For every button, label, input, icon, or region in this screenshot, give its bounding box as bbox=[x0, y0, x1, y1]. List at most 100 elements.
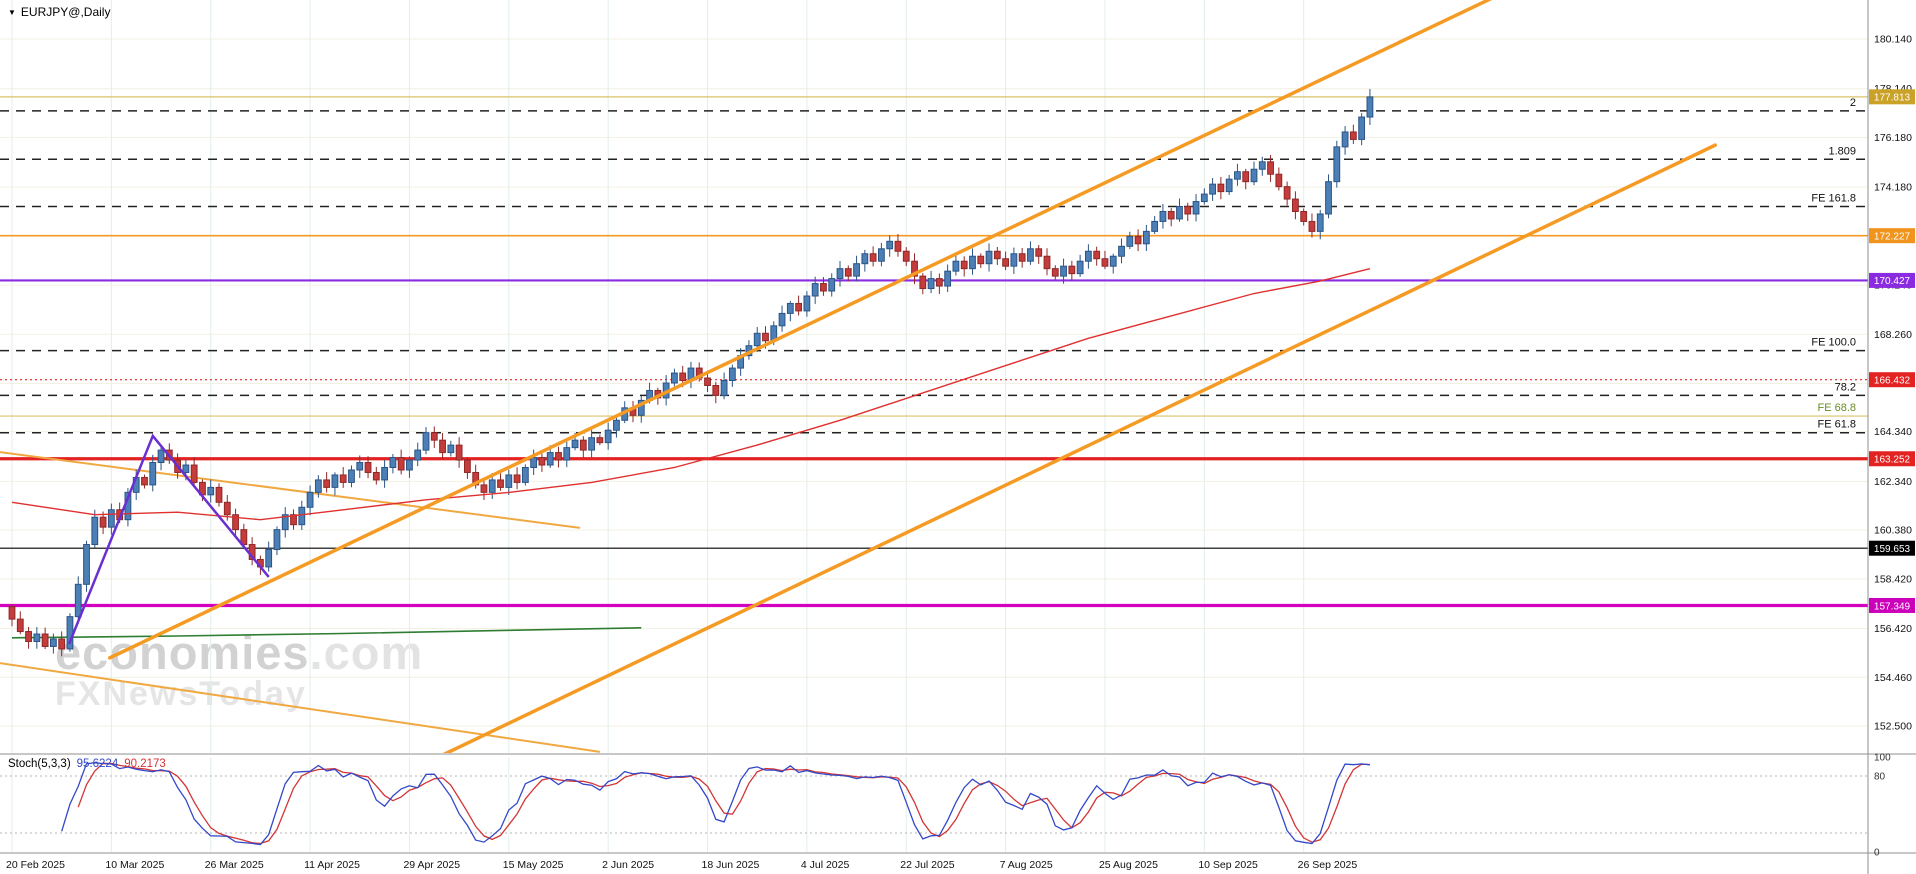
price-tick-label[interactable]: 152.500 bbox=[1874, 720, 1912, 732]
candle-body bbox=[803, 295, 811, 312]
price-tick-label[interactable]: 176.180 bbox=[1874, 132, 1912, 144]
stoch-tick-label: 100 bbox=[1874, 753, 1891, 764]
candle-body bbox=[273, 529, 281, 551]
candle-body bbox=[1209, 183, 1216, 195]
price-tick-label[interactable]: 174.180 bbox=[1874, 182, 1912, 194]
price-badge bbox=[1869, 597, 1915, 613]
candle-body bbox=[579, 439, 587, 451]
x-axis-label[interactable]: 26 Mar 2025 bbox=[205, 859, 264, 871]
stoch-tick-label: 0 bbox=[1874, 848, 1880, 859]
candle-body bbox=[671, 372, 678, 384]
price-axis-area bbox=[1868, 0, 1916, 874]
candle-body bbox=[356, 462, 364, 471]
level-lines-layer bbox=[0, 96, 1868, 608]
candle-body bbox=[596, 437, 604, 444]
candle-body bbox=[281, 514, 289, 531]
red-ma-line bbox=[11, 268, 1371, 521]
price-badge bbox=[1869, 272, 1915, 288]
candle-body bbox=[919, 275, 927, 290]
price-tick-label[interactable]: 156.420 bbox=[1874, 623, 1912, 635]
price-badge-label: 172.227 bbox=[1874, 231, 1911, 242]
x-axis-label[interactable]: 26 Sep 2025 bbox=[1298, 859, 1358, 871]
x-axis-label[interactable]: 2 Jun 2025 bbox=[602, 859, 654, 871]
candle-body bbox=[1126, 235, 1134, 247]
x-axis-label[interactable]: 22 Jul 2025 bbox=[900, 859, 954, 871]
candle-body bbox=[993, 250, 1001, 260]
price-tick-label[interactable]: 154.460 bbox=[1874, 672, 1912, 684]
candle-body bbox=[1093, 250, 1101, 260]
candle-body bbox=[1325, 181, 1332, 215]
x-axis-label[interactable]: 4 Jul 2025 bbox=[801, 859, 850, 871]
candle-body bbox=[1085, 250, 1092, 262]
x-axis-label[interactable]: 29 Apr 2025 bbox=[403, 859, 460, 871]
candle-body bbox=[364, 462, 372, 473]
stoch-tick-label: 80 bbox=[1874, 772, 1886, 783]
candle-body bbox=[753, 332, 761, 347]
symbol-period-label: ▼ EURJPY@,Daily bbox=[8, 5, 110, 19]
candle-body bbox=[149, 462, 157, 486]
main-chart-panel bbox=[0, 0, 1868, 753]
candle-body bbox=[778, 312, 786, 327]
candle-body bbox=[83, 544, 90, 585]
candles-layer bbox=[8, 88, 1374, 657]
price-tick-label[interactable]: 160.380 bbox=[1874, 525, 1912, 537]
candle-body bbox=[480, 484, 488, 493]
candle-body bbox=[348, 469, 355, 483]
candle-body bbox=[588, 437, 596, 451]
x-axis-label[interactable]: 18 Jun 2025 bbox=[702, 859, 760, 871]
candle-body bbox=[488, 479, 496, 493]
grid-layer bbox=[0, 0, 1868, 753]
candle-body bbox=[869, 253, 877, 262]
candle-body bbox=[74, 583, 82, 618]
price-tick-label[interactable]: 180.140 bbox=[1874, 34, 1912, 46]
x-axis-label[interactable]: 10 Sep 2025 bbox=[1198, 859, 1258, 871]
candle-body bbox=[389, 457, 397, 469]
candle-body bbox=[91, 516, 99, 546]
candle-body bbox=[1118, 245, 1125, 257]
candle-body bbox=[637, 399, 645, 416]
price-badge-label: 157.349 bbox=[1874, 601, 1911, 612]
x-axis-label[interactable]: 11 Apr 2025 bbox=[304, 859, 360, 871]
candle-body bbox=[1300, 210, 1308, 222]
price-tick-label[interactable]: 162.340 bbox=[1874, 476, 1912, 488]
candle-body bbox=[1225, 178, 1233, 193]
candle-body bbox=[1349, 131, 1357, 140]
candle-body bbox=[223, 501, 231, 516]
watermark-subtitle: FXNewsToday bbox=[55, 675, 307, 714]
candle-body bbox=[265, 549, 273, 568]
candle-body bbox=[985, 250, 993, 265]
price-tick-label[interactable]: 158.420 bbox=[1874, 573, 1912, 585]
candle-body bbox=[1242, 171, 1250, 183]
candle-body bbox=[323, 479, 331, 488]
old-trendlines-layer bbox=[0, 451, 601, 753]
candle-body bbox=[182, 464, 190, 473]
candle-body bbox=[1192, 201, 1200, 215]
x-axis-label[interactable]: 10 Mar 2025 bbox=[105, 859, 164, 871]
price-badge bbox=[1869, 540, 1915, 556]
price-tick-label[interactable]: 164.340 bbox=[1874, 426, 1912, 438]
level-label: FE 161.8 bbox=[1811, 193, 1856, 205]
candle-body bbox=[513, 474, 521, 483]
x-axis-label[interactable]: 25 Aug 2025 bbox=[1099, 859, 1158, 871]
price-tick-label[interactable]: 168.260 bbox=[1874, 329, 1912, 341]
candle-body bbox=[1267, 161, 1274, 175]
candle-body bbox=[952, 260, 960, 272]
candle-body bbox=[141, 476, 148, 486]
level-label: FE 100.0 bbox=[1811, 337, 1856, 349]
candle-body bbox=[1018, 253, 1026, 262]
x-axis-label[interactable]: 7 Aug 2025 bbox=[1000, 859, 1053, 871]
watermark-tld: .com bbox=[309, 626, 424, 679]
candle-body bbox=[314, 479, 322, 493]
candle-body bbox=[16, 618, 24, 633]
price-badge bbox=[1869, 89, 1915, 105]
candle-body bbox=[521, 467, 529, 483]
candle-body bbox=[190, 464, 198, 483]
x-axis-label[interactable]: 20 Feb 2025 bbox=[6, 859, 65, 871]
x-axis-label[interactable]: 15 May 2025 bbox=[503, 859, 564, 871]
zigzag-line bbox=[67, 433, 270, 645]
candle-body bbox=[555, 452, 562, 461]
candle-body bbox=[58, 638, 66, 650]
candle-body bbox=[811, 283, 819, 297]
candle-body bbox=[455, 444, 463, 461]
